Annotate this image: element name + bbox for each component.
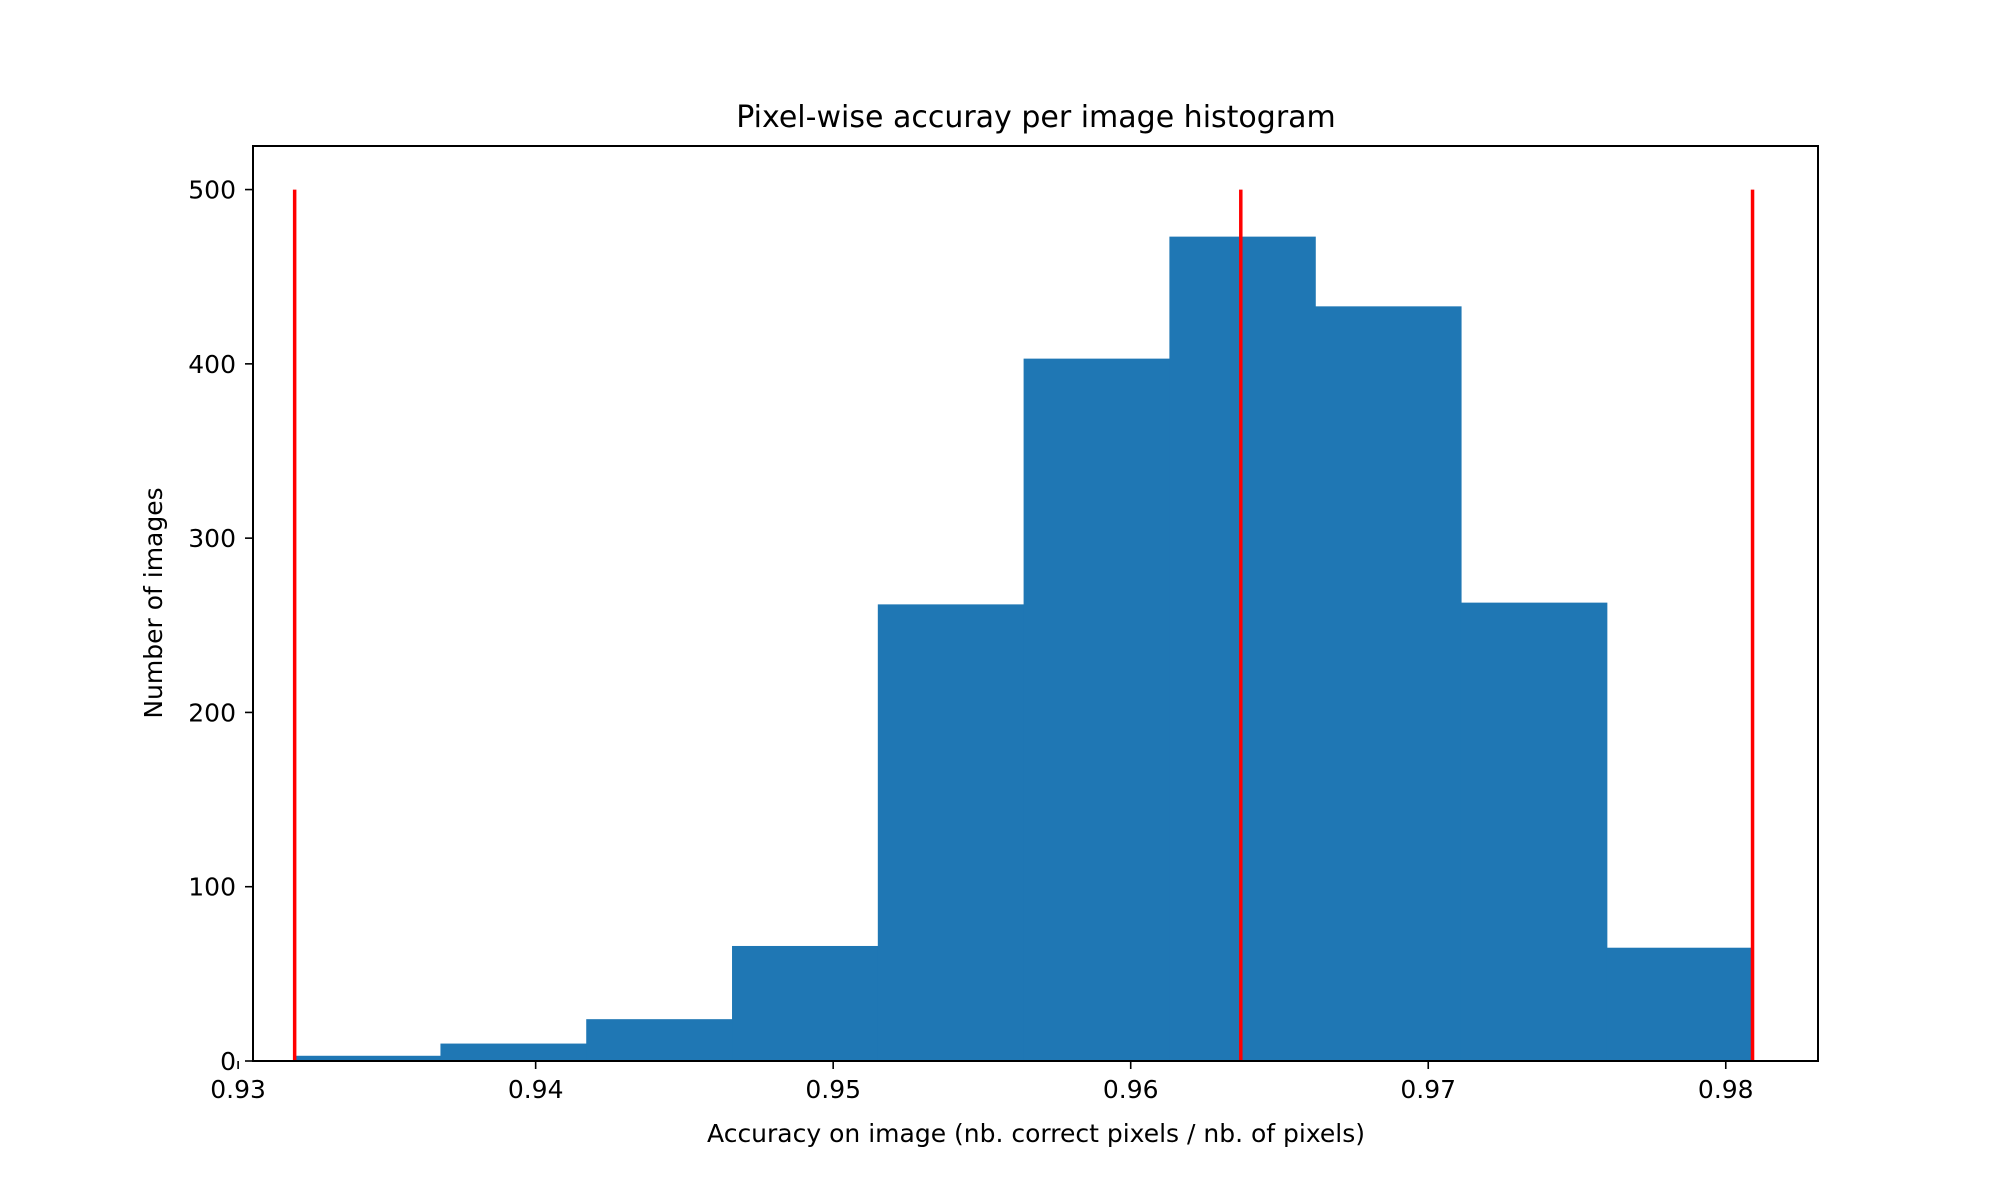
histogram-bars	[294, 236, 1754, 1062]
y-tick-label: 400	[188, 350, 236, 379]
x-tick-label: 0.94	[508, 1075, 564, 1104]
x-tick-label: 0.95	[805, 1075, 861, 1104]
x-tick-label: 0.97	[1400, 1075, 1456, 1104]
histogram-bar	[1023, 358, 1170, 1062]
plot-area	[252, 145, 1819, 1062]
y-tick-label: 0	[220, 1047, 236, 1076]
x-axis: 0.93 0.94 0.95 0.96 0.97 0.98	[210, 1061, 1754, 1104]
x-tick-label: 0.96	[1103, 1075, 1159, 1104]
x-axis-title: Accuracy on image (nb. correct pixels / …	[707, 1119, 1365, 1148]
histogram-bar	[1460, 602, 1608, 1061]
histogram-bar	[294, 1055, 442, 1061]
y-axis-title: Number of images	[139, 487, 168, 718]
y-tick-label: 500	[188, 176, 236, 205]
histogram-bar	[1169, 236, 1316, 1062]
x-tick-label: 0.98	[1698, 1075, 1754, 1104]
y-tick-label: 100	[188, 873, 236, 902]
histogram-bar	[586, 1019, 733, 1061]
histogram-bar	[877, 604, 1025, 1061]
histogram-bar	[1606, 947, 1754, 1061]
reference-lines	[292, 189, 1755, 1061]
y-axis: 0 100 200 300 400 500	[188, 176, 253, 1076]
x-tick-label: 0.93	[210, 1075, 266, 1104]
y-tick-label: 300	[188, 524, 236, 553]
histogram-bar	[1315, 306, 1462, 1061]
chart-title: Pixel-wise accuray per image histogram	[736, 100, 1336, 135]
y-tick-label: 200	[188, 698, 236, 727]
histogram-bar	[440, 1043, 587, 1061]
plot-frame	[252, 145, 1819, 1062]
histogram-bar	[732, 945, 879, 1061]
